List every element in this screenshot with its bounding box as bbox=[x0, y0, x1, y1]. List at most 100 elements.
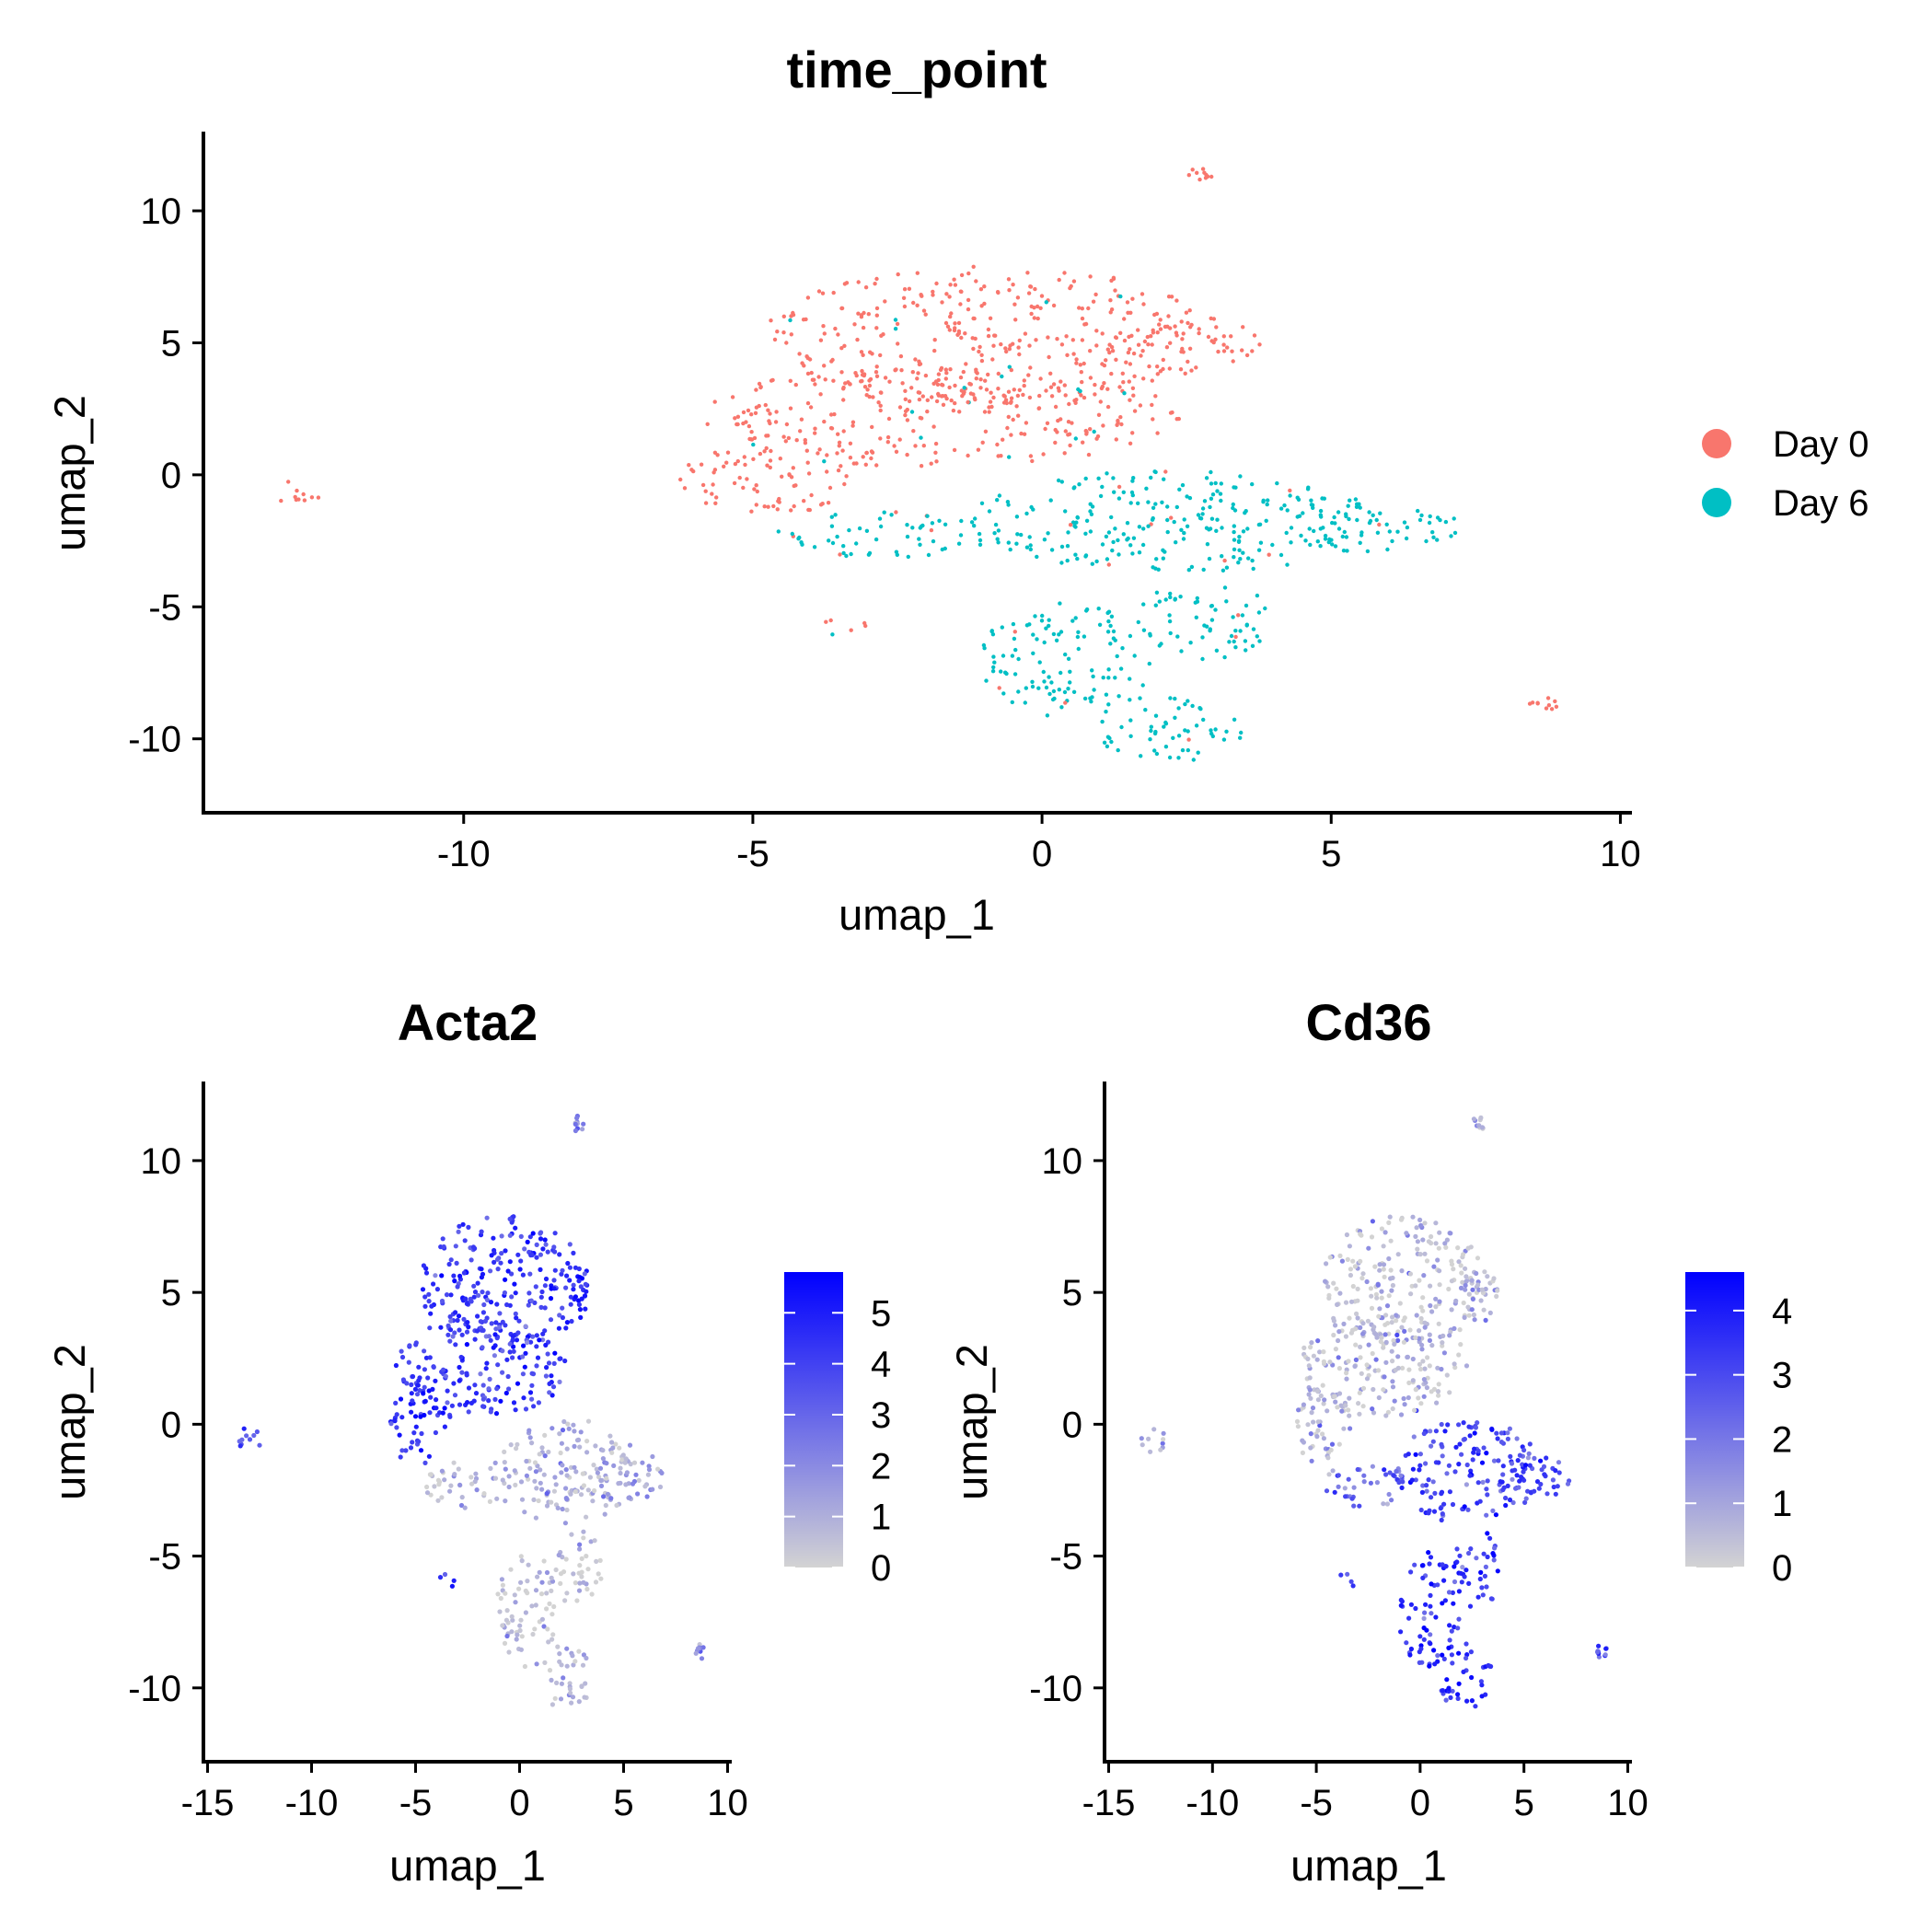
cell-point bbox=[1308, 1345, 1313, 1350]
cell-point bbox=[1075, 634, 1081, 640]
cell-point bbox=[1464, 1698, 1470, 1704]
cell-point bbox=[905, 523, 909, 527]
cell-point bbox=[1200, 512, 1205, 516]
cell-point bbox=[916, 371, 920, 376]
cell-point bbox=[1526, 1451, 1532, 1456]
cell-point bbox=[1091, 674, 1095, 679]
cell-point bbox=[949, 398, 954, 403]
cell-point bbox=[1377, 1267, 1382, 1273]
cell-point bbox=[787, 472, 792, 477]
cell-point bbox=[445, 1400, 450, 1406]
cell-point bbox=[1175, 634, 1180, 639]
cell-point bbox=[1233, 634, 1238, 640]
cell-point bbox=[534, 1363, 539, 1369]
cell-point bbox=[1459, 1579, 1464, 1585]
cell-point bbox=[247, 1437, 253, 1442]
cell-point bbox=[1430, 1479, 1436, 1485]
cell-point bbox=[1358, 505, 1362, 510]
cell-point bbox=[528, 1339, 534, 1345]
cell-point bbox=[1130, 431, 1135, 435]
cell-point bbox=[1071, 352, 1076, 356]
cell-point bbox=[301, 492, 306, 497]
cell-point bbox=[1150, 517, 1155, 522]
cell-point bbox=[1102, 363, 1107, 368]
cell-point bbox=[1169, 515, 1174, 520]
cell-point bbox=[1278, 552, 1284, 558]
cell-point bbox=[823, 377, 827, 382]
cell-point bbox=[1488, 1596, 1494, 1602]
cell-point bbox=[874, 326, 879, 330]
cell-point bbox=[1202, 499, 1208, 503]
cell-point bbox=[1174, 540, 1178, 545]
cell-point bbox=[1462, 1574, 1467, 1579]
cell-point bbox=[557, 1356, 562, 1361]
cell-point bbox=[1507, 1426, 1512, 1431]
cell-point bbox=[1519, 1475, 1524, 1480]
cell-point bbox=[1115, 654, 1119, 659]
cell-point bbox=[1010, 700, 1015, 705]
cell-point bbox=[1063, 393, 1068, 398]
cell-point bbox=[1384, 1303, 1391, 1309]
cell-point bbox=[1468, 1244, 1474, 1250]
cell-point bbox=[480, 1396, 486, 1402]
cell-point bbox=[567, 1681, 573, 1686]
cell-point bbox=[1408, 1646, 1414, 1652]
cell-point bbox=[947, 385, 952, 390]
cell-point bbox=[943, 367, 949, 372]
cell-point bbox=[1443, 1244, 1449, 1250]
cell-point bbox=[1198, 707, 1203, 711]
cell-point bbox=[1428, 1283, 1433, 1289]
cell-point bbox=[1189, 564, 1195, 570]
cell-point bbox=[735, 422, 739, 427]
cell-point bbox=[1426, 1239, 1431, 1244]
cell-point bbox=[1471, 1116, 1476, 1122]
cell-point bbox=[1209, 496, 1214, 501]
cell-point bbox=[1096, 607, 1101, 611]
cell-point bbox=[1481, 1445, 1487, 1451]
cell-point bbox=[1370, 1463, 1375, 1469]
cell-point bbox=[1221, 568, 1226, 573]
cell-point bbox=[1436, 1393, 1441, 1398]
cell-point bbox=[573, 1294, 579, 1300]
cell-point bbox=[522, 1663, 528, 1670]
cell-point bbox=[1347, 516, 1351, 522]
cell-point bbox=[1483, 1564, 1488, 1569]
cell-point bbox=[408, 1445, 414, 1451]
cell-point bbox=[1195, 596, 1200, 601]
cell-point bbox=[448, 1318, 454, 1324]
cell-point bbox=[725, 450, 731, 455]
cell-point bbox=[1432, 1490, 1438, 1496]
cell-point bbox=[1462, 1314, 1467, 1320]
cell-point bbox=[571, 1422, 576, 1428]
cell-point bbox=[1209, 516, 1215, 521]
cell-point bbox=[895, 321, 900, 327]
cell-point bbox=[1508, 1453, 1513, 1459]
cell-point bbox=[494, 1386, 500, 1392]
cell-point bbox=[1245, 526, 1250, 531]
cell-point bbox=[457, 1223, 462, 1229]
x-tick-label: -5 bbox=[1300, 1783, 1333, 1823]
cell-point bbox=[1106, 702, 1111, 707]
cell-point bbox=[526, 1562, 531, 1568]
cell-point bbox=[1126, 350, 1131, 355]
cell-point bbox=[1141, 628, 1147, 632]
cell-point bbox=[1460, 1279, 1465, 1285]
cell-point bbox=[830, 632, 835, 637]
cell-point bbox=[576, 1266, 582, 1272]
cell-point bbox=[1447, 1489, 1452, 1495]
cell-point bbox=[556, 1552, 561, 1558]
cell-point bbox=[1376, 1313, 1382, 1319]
cell-point bbox=[1356, 1401, 1361, 1406]
cell-point bbox=[522, 1246, 527, 1252]
cell-point bbox=[1185, 524, 1190, 528]
x-tick-label: 5 bbox=[1321, 834, 1341, 874]
cell-point bbox=[878, 524, 884, 529]
cell-point bbox=[502, 1449, 507, 1454]
cell-point bbox=[561, 1569, 567, 1575]
cell-point bbox=[812, 377, 816, 382]
cell-point bbox=[792, 483, 796, 489]
cell-point bbox=[1186, 747, 1191, 753]
cell-point bbox=[1428, 1555, 1434, 1560]
cell-point bbox=[988, 399, 993, 404]
cell-point bbox=[991, 654, 996, 659]
